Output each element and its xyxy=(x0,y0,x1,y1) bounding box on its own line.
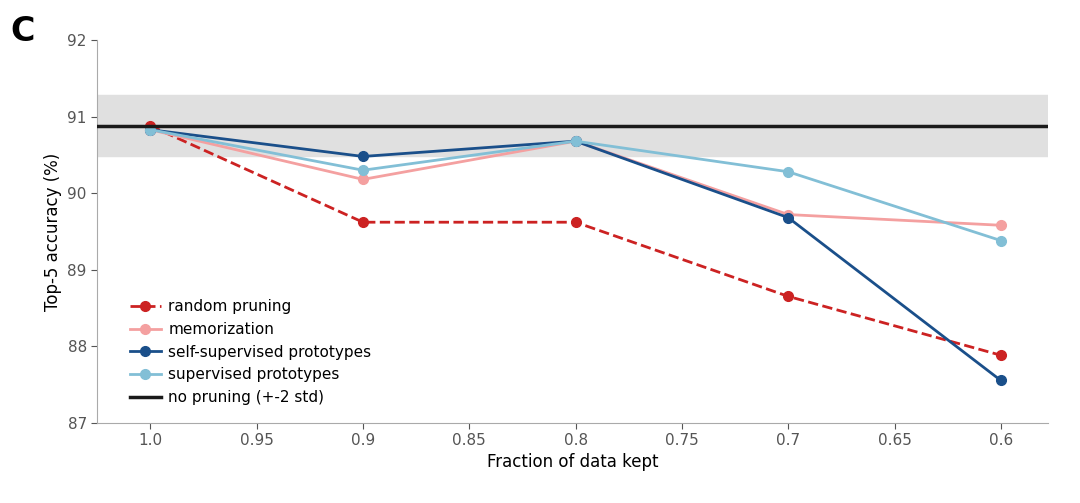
self-supervised prototypes xyxy=(356,153,369,159)
memorization xyxy=(782,212,795,218)
X-axis label: Fraction of data kept: Fraction of data kept xyxy=(487,454,658,471)
supervised prototypes xyxy=(995,237,1008,243)
self-supervised prototypes xyxy=(995,377,1008,383)
random pruning xyxy=(144,123,157,129)
memorization xyxy=(144,127,157,133)
Bar xyxy=(97,95,1048,156)
memorization xyxy=(995,222,1008,228)
random pruning xyxy=(569,219,582,225)
memorization xyxy=(356,177,369,183)
random pruning xyxy=(995,352,1008,358)
Line: random pruning: random pruning xyxy=(146,121,1005,360)
Legend: random pruning, memorization, self-supervised prototypes, supervised prototypes,: random pruning, memorization, self-super… xyxy=(124,293,377,411)
Line: supervised prototypes: supervised prototypes xyxy=(146,125,1005,245)
supervised prototypes xyxy=(144,127,157,133)
self-supervised prototypes xyxy=(782,215,795,221)
Line: self-supervised prototypes: self-supervised prototypes xyxy=(146,125,1005,385)
supervised prototypes xyxy=(569,138,582,144)
supervised prototypes xyxy=(356,167,369,173)
random pruning xyxy=(782,293,795,299)
random pruning xyxy=(356,219,369,225)
self-supervised prototypes xyxy=(144,127,157,133)
supervised prototypes xyxy=(782,169,795,175)
memorization xyxy=(569,138,582,144)
self-supervised prototypes xyxy=(569,138,582,144)
Text: C: C xyxy=(11,15,36,48)
Line: memorization: memorization xyxy=(146,125,1005,230)
Y-axis label: Top-5 accuracy (%): Top-5 accuracy (%) xyxy=(44,152,62,310)
